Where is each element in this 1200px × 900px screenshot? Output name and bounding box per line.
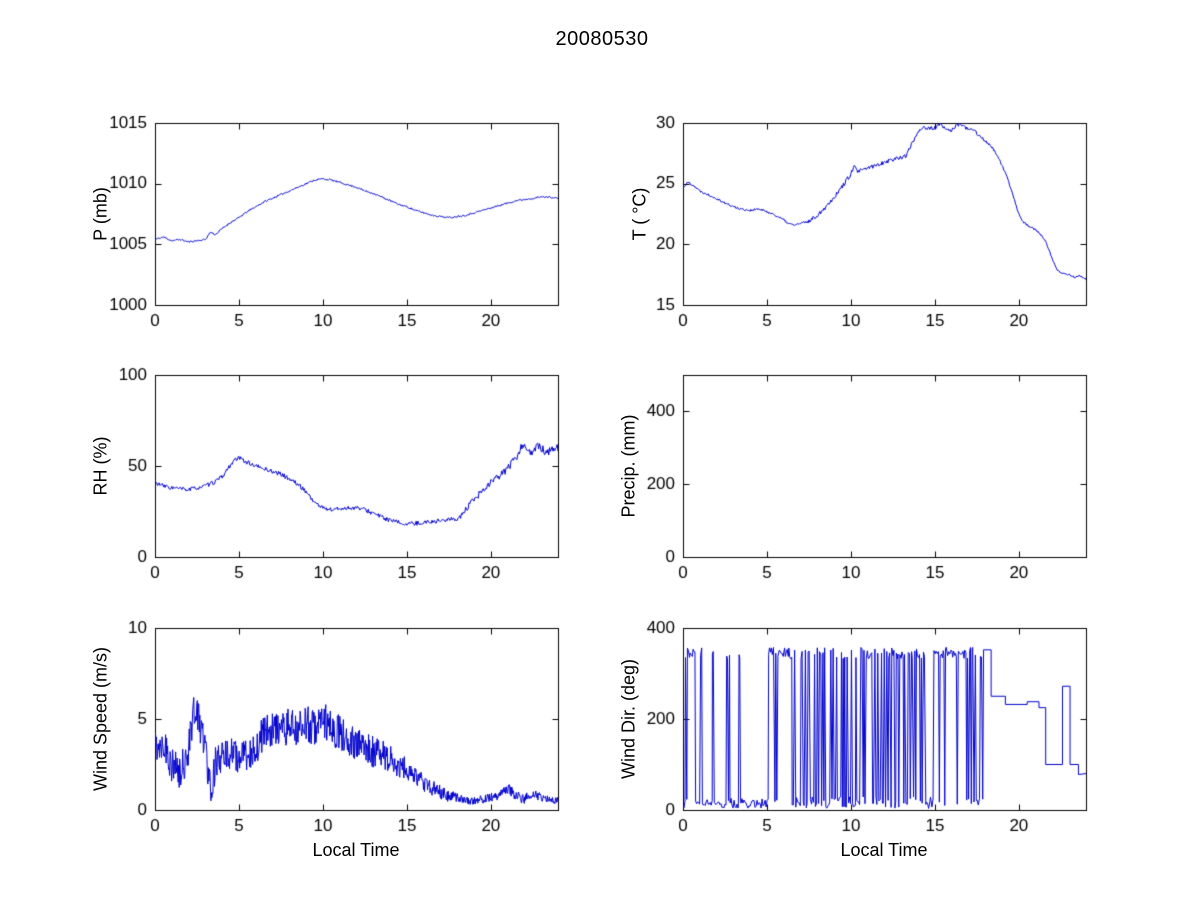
precip-ylabel: Precip. (mm) [618,414,639,518]
windspeed-plot-canvas [85,610,583,850]
humidity-plot-canvas [85,357,583,597]
figure-title: 20080530 [555,28,649,50]
humidity-ylabel: RH (%) [90,436,111,496]
windspeed-ylabel: Wind Speed (m/s) [90,646,111,792]
pressure-ylabel: P (mb) [90,187,111,241]
precip-plot-canvas [613,357,1111,597]
winddir-plot-canvas [613,610,1111,850]
windspeed-xlabel: Local Time [312,840,400,860]
winddir-xlabel: Local Time [840,840,928,860]
temperature-ylabel: T ( °C) [629,187,650,241]
temperature-plot-canvas [613,105,1111,345]
pressure-plot-canvas [85,105,583,345]
winddir-ylabel: Wind Dir. (deg) [618,658,639,780]
